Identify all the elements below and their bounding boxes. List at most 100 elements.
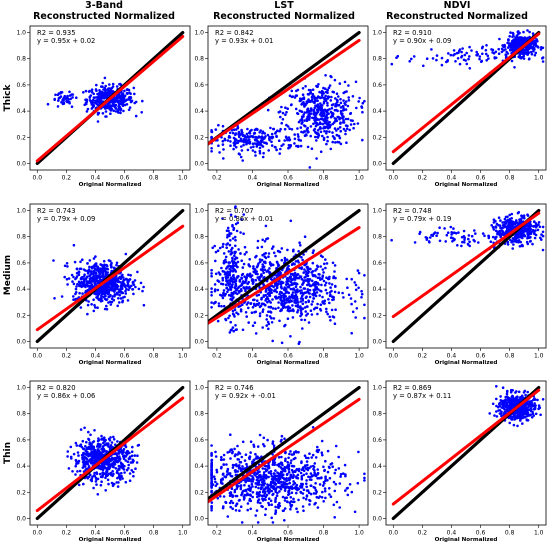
scatter-point — [90, 303, 93, 306]
x-axis-label: Original Normalized — [435, 360, 498, 366]
panel-thick-ndvi: 0.0 0.2 0.4 0.6 0.8 1.00.00.20.40.60.81.0Orig… — [372, 25, 547, 188]
scatter-point — [316, 312, 319, 316]
scatter-point — [323, 129, 326, 133]
scatter-point — [117, 451, 121, 454]
scatter-point — [87, 268, 91, 271]
scatter-point — [81, 439, 85, 443]
scatter-point — [266, 133, 270, 137]
scatter-point — [224, 258, 227, 262]
scatter-point — [425, 236, 429, 240]
scatter-point — [473, 229, 476, 232]
scatter-point — [289, 287, 293, 291]
y-tick-label: 0.8 — [194, 56, 204, 63]
scatter-point — [328, 487, 331, 490]
scatter-point — [96, 120, 100, 123]
scatter-point — [528, 35, 531, 39]
scatter-point — [522, 48, 525, 52]
scatter-point — [337, 291, 341, 295]
scatter-point — [231, 501, 235, 505]
scatter-point — [121, 299, 125, 303]
scatter-point — [461, 240, 464, 244]
scatter-point — [234, 222, 238, 226]
scatter-point — [325, 307, 328, 311]
scatter-point — [308, 114, 311, 117]
scatter-point — [520, 217, 523, 220]
scatter-point — [308, 452, 311, 456]
scatter-point — [86, 275, 89, 279]
scatter-point — [319, 150, 323, 153]
scatter-point — [65, 262, 69, 265]
scatter-point — [322, 136, 326, 140]
scatter-point — [95, 83, 98, 87]
scatter-point — [94, 480, 98, 483]
scatter-point — [102, 288, 105, 292]
scatter-point — [256, 141, 260, 145]
scatter-point — [275, 148, 278, 152]
scatter-point — [101, 81, 104, 85]
scatter-point — [463, 241, 466, 244]
scatter-point — [254, 452, 257, 456]
scatter-point — [132, 470, 135, 474]
scatter-point — [261, 238, 265, 242]
scatter-point — [526, 232, 529, 235]
scatter-point — [131, 445, 134, 449]
scatter-point — [100, 269, 103, 273]
scatter-point — [82, 280, 86, 284]
scatter-point — [231, 257, 234, 261]
scatter-point — [72, 298, 75, 302]
scatter-point — [286, 125, 290, 128]
scatter-point — [117, 288, 121, 292]
scatter-point — [82, 447, 86, 451]
scatter-point — [273, 145, 277, 149]
scatter-point — [119, 98, 122, 101]
scatter-point — [307, 321, 311, 324]
scatter-point — [307, 491, 311, 495]
scatter-point — [318, 294, 322, 297]
scatter-point — [98, 89, 101, 92]
scatter-point — [326, 449, 330, 453]
y-tick-label: 0.2 — [16, 489, 26, 496]
scatter-point — [303, 318, 307, 322]
scatter-point — [333, 290, 337, 294]
x-tick-label: 0.2 — [418, 175, 428, 182]
scatter-point — [278, 319, 281, 323]
scatter-point — [97, 274, 100, 278]
scatter-point — [117, 95, 121, 98]
scatter-point — [487, 234, 490, 238]
scatter-point — [308, 284, 312, 287]
scatter-point — [80, 453, 84, 457]
scatter-point — [242, 143, 245, 147]
scatter-point — [254, 270, 258, 274]
scatter-point — [318, 121, 322, 124]
scatter-point — [312, 492, 316, 495]
x-tick-label: 0.2 — [212, 353, 222, 360]
scatter-point — [221, 139, 225, 143]
scatter-point — [268, 267, 271, 270]
scatter-point — [254, 135, 258, 139]
scatter-point — [123, 454, 127, 458]
scatter-point — [320, 91, 323, 95]
panels-group: 0.0 0.2 0.4 0.6 0.8 1.00.00.20.40.60.81.0Orig… — [16, 25, 547, 543]
scatter-point — [210, 306, 213, 309]
scatter-point — [228, 261, 231, 264]
scatter-point — [281, 118, 285, 121]
scatter-point — [95, 472, 99, 476]
scatter-point — [303, 111, 307, 114]
scatter-point — [277, 301, 280, 304]
scatter-point — [226, 242, 230, 245]
scatter-point — [319, 130, 323, 134]
scatter-point — [236, 141, 240, 145]
scatter-point — [328, 275, 331, 279]
scatter-point — [247, 264, 251, 267]
scatter-point — [279, 280, 283, 284]
scatter-point — [309, 125, 313, 128]
scatter-point — [312, 249, 315, 252]
scatter-point — [347, 84, 350, 87]
scatter-point — [93, 303, 96, 307]
scatter-point — [265, 318, 269, 321]
scatter-point — [234, 324, 237, 327]
scatter-point — [218, 151, 221, 154]
axes-frame — [29, 380, 191, 526]
scatter-point — [92, 440, 96, 443]
scatter-point — [541, 57, 544, 60]
